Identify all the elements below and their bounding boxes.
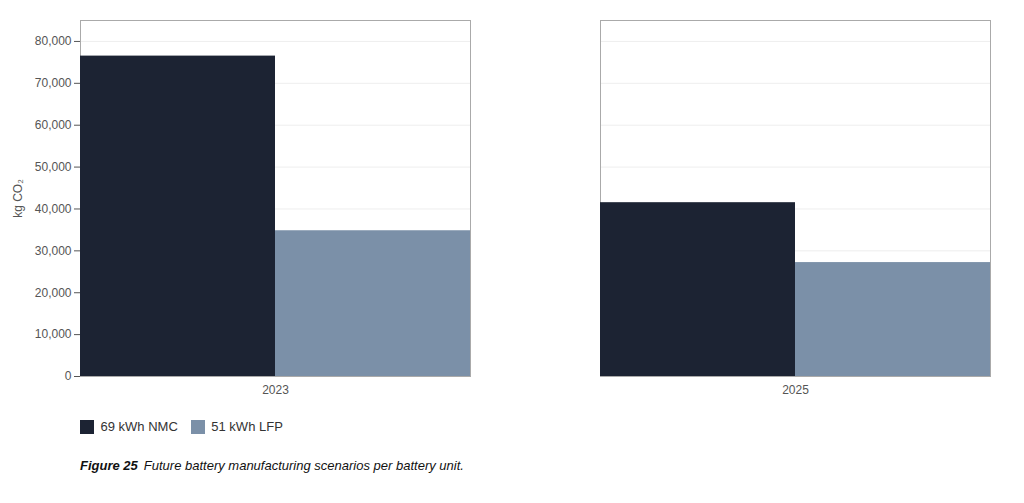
svg-text:70,000: 70,000	[35, 76, 72, 90]
html-text:51 kWh LFP: 51 kWh LFP	[211, 419, 283, 434]
svg-text:10,000: 10,000	[35, 327, 72, 341]
svg-text:60,000: 60,000	[35, 118, 72, 132]
svg-text:30,000: 30,000	[35, 244, 72, 258]
svg-text:0: 0	[65, 369, 72, 383]
html-text:69 kWh NMC: 69 kWh NMC	[100, 419, 178, 434]
svg-text:40,000: 40,000	[35, 202, 72, 216]
svg-text:2025: 2025	[782, 383, 809, 397]
svg-text:50,000: 50,000	[35, 160, 72, 174]
html-text:Figure 25 Future battery manuf: Figure 25 Future battery manufacturing s…	[80, 457, 464, 473]
svg-text:20,000: 20,000	[35, 286, 72, 300]
svg-text:2023: 2023	[262, 383, 289, 397]
svg-text:80,000: 80,000	[35, 34, 72, 48]
svg-text:kg CO₂: kg CO₂	[11, 179, 25, 218]
